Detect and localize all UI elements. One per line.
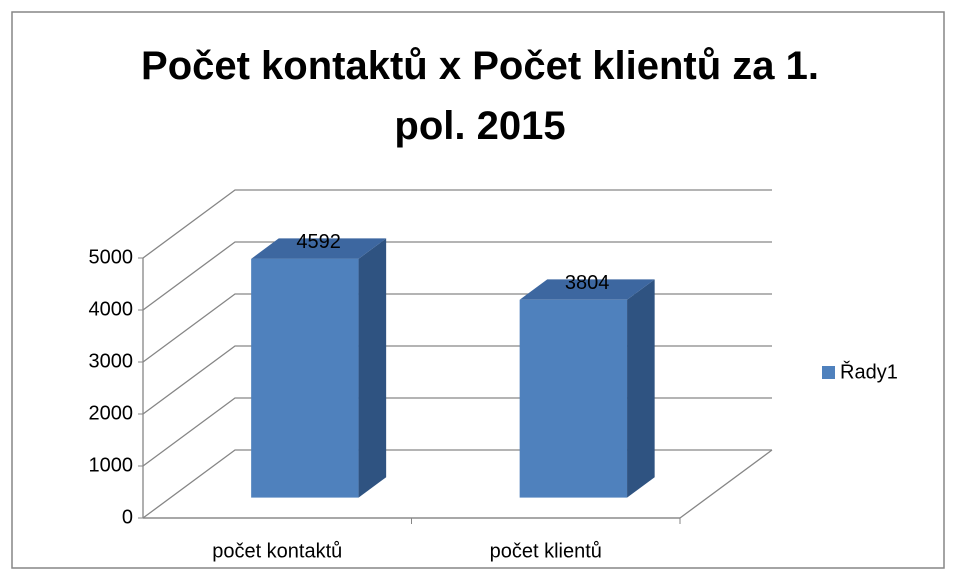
grid-line: [142, 189, 772, 259]
bar-front: [251, 258, 359, 498]
data-label: 4592: [296, 231, 341, 253]
bar-front: [519, 299, 628, 498]
chart-title: Počet kontaktů x Počet klientů za 1. pol.…: [141, 44, 819, 148]
grid-line: [142, 241, 772, 311]
legend-label: Řady1: [840, 360, 898, 383]
legend-swatch: [822, 366, 835, 379]
y-tick-label: 2000: [89, 402, 134, 424]
bar: [519, 279, 655, 498]
y-tick-label: 0: [122, 506, 133, 528]
data-label: 3804: [565, 272, 610, 294]
y-tick-label: 5000: [89, 246, 134, 268]
y-tick-label: 3000: [89, 350, 134, 372]
bar-side: [358, 238, 387, 498]
chart-border: [11, 11, 945, 569]
bar-side: [627, 279, 655, 498]
x-tick-label: počet kontaktů: [212, 540, 342, 562]
y-tick-label: 4000: [89, 298, 134, 320]
bar-top: [251, 238, 387, 259]
bar: [251, 238, 387, 498]
x-tick-label: počet klientů: [490, 540, 602, 562]
bar-top: [519, 279, 655, 300]
y-tick-label: 1000: [89, 454, 134, 476]
